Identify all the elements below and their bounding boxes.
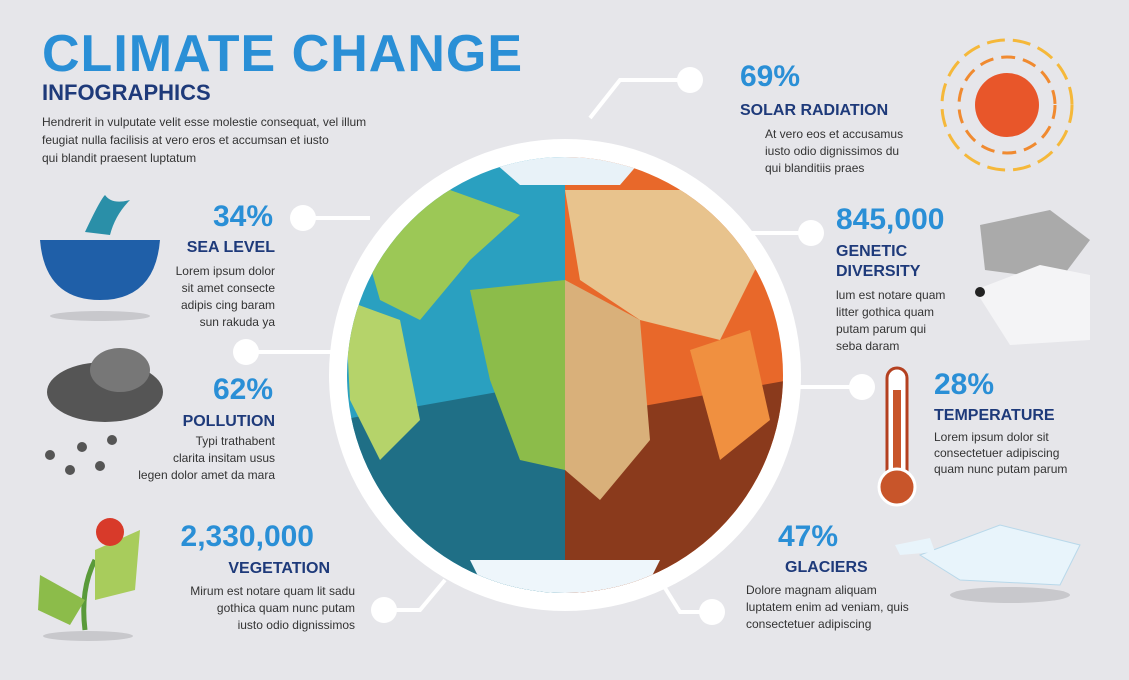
stat: 47%	[778, 520, 839, 553]
item-label: POLLUTION	[182, 413, 275, 430]
thermometer-icon	[877, 366, 917, 507]
item-text: putam parum qui	[836, 322, 927, 336]
plant-icon	[38, 518, 140, 641]
item-label: SOLAR RADIATION	[740, 102, 889, 119]
stat: 28%	[934, 368, 995, 401]
sun-icon	[940, 38, 1074, 172]
item-label: GENETIC	[836, 243, 908, 260]
item-label: GLACIERS	[785, 559, 868, 576]
bear-icon	[975, 210, 1090, 345]
item-text: adipis cing baram	[180, 298, 275, 312]
item-label: DIVERSITY	[836, 263, 921, 280]
description-line: feugiat nulla facilisis at vero eros et …	[42, 133, 329, 147]
item-text: sun rakuda ya	[199, 315, 275, 329]
item-text: legen dolor amet da mara	[138, 468, 275, 482]
title: CLIMATE CHANGE	[42, 25, 524, 83]
item-text: consectetuer adipiscing	[746, 617, 872, 631]
stat: 2,330,000	[180, 520, 314, 553]
stat: 34%	[212, 200, 273, 233]
description-line: Hendrerit in vulputate velit esse molest…	[42, 115, 367, 129]
item-label: VEGETATION	[228, 560, 330, 577]
cloud-icon	[45, 348, 163, 475]
item-text: iusto odio dignissimos	[237, 618, 355, 632]
item-text: seba daram	[836, 339, 900, 353]
item-text: Lorem ipsum dolor sit	[934, 430, 1049, 444]
item-label: SEA LEVEL	[186, 239, 275, 256]
item-text: gothica quam nunc putam	[216, 601, 355, 615]
item-text: quam nunc putam parum	[934, 462, 1068, 476]
item-text: consectetuer adipiscing	[934, 446, 1060, 460]
item-text: iusto odio dignissimos du	[765, 144, 900, 158]
item-text: sit amet consecte	[181, 281, 275, 295]
item-text: Mirum est notare quam lit sadu	[190, 584, 355, 598]
stat: 845,000	[836, 203, 945, 236]
item-text: lum est notare quam	[836, 288, 946, 302]
item-label: TEMPERATURE	[934, 407, 1055, 424]
item-text: litter gothica quam	[836, 305, 935, 319]
item-text: qui blanditiis praes	[765, 161, 865, 175]
item-text: Dolore magnam aliquam	[746, 583, 877, 597]
item-text: luptatem enim ad veniam, quis	[746, 600, 909, 614]
item-text: At vero eos et accusamus	[765, 127, 904, 141]
subtitle: INFOGRAPHICS	[42, 80, 211, 105]
item-text: clarita insitam usus	[172, 451, 275, 465]
item-text: Typi trathabent	[195, 434, 275, 448]
stat: 62%	[212, 373, 273, 406]
connector-dots	[233, 67, 875, 625]
sea-icon	[40, 195, 160, 321]
glacier-icon	[895, 524, 1081, 603]
description-line: qui blandit praesent luptatum	[42, 151, 197, 165]
item-text: Lorem ipsum dolor	[175, 264, 275, 278]
stat: 69%	[740, 60, 801, 93]
